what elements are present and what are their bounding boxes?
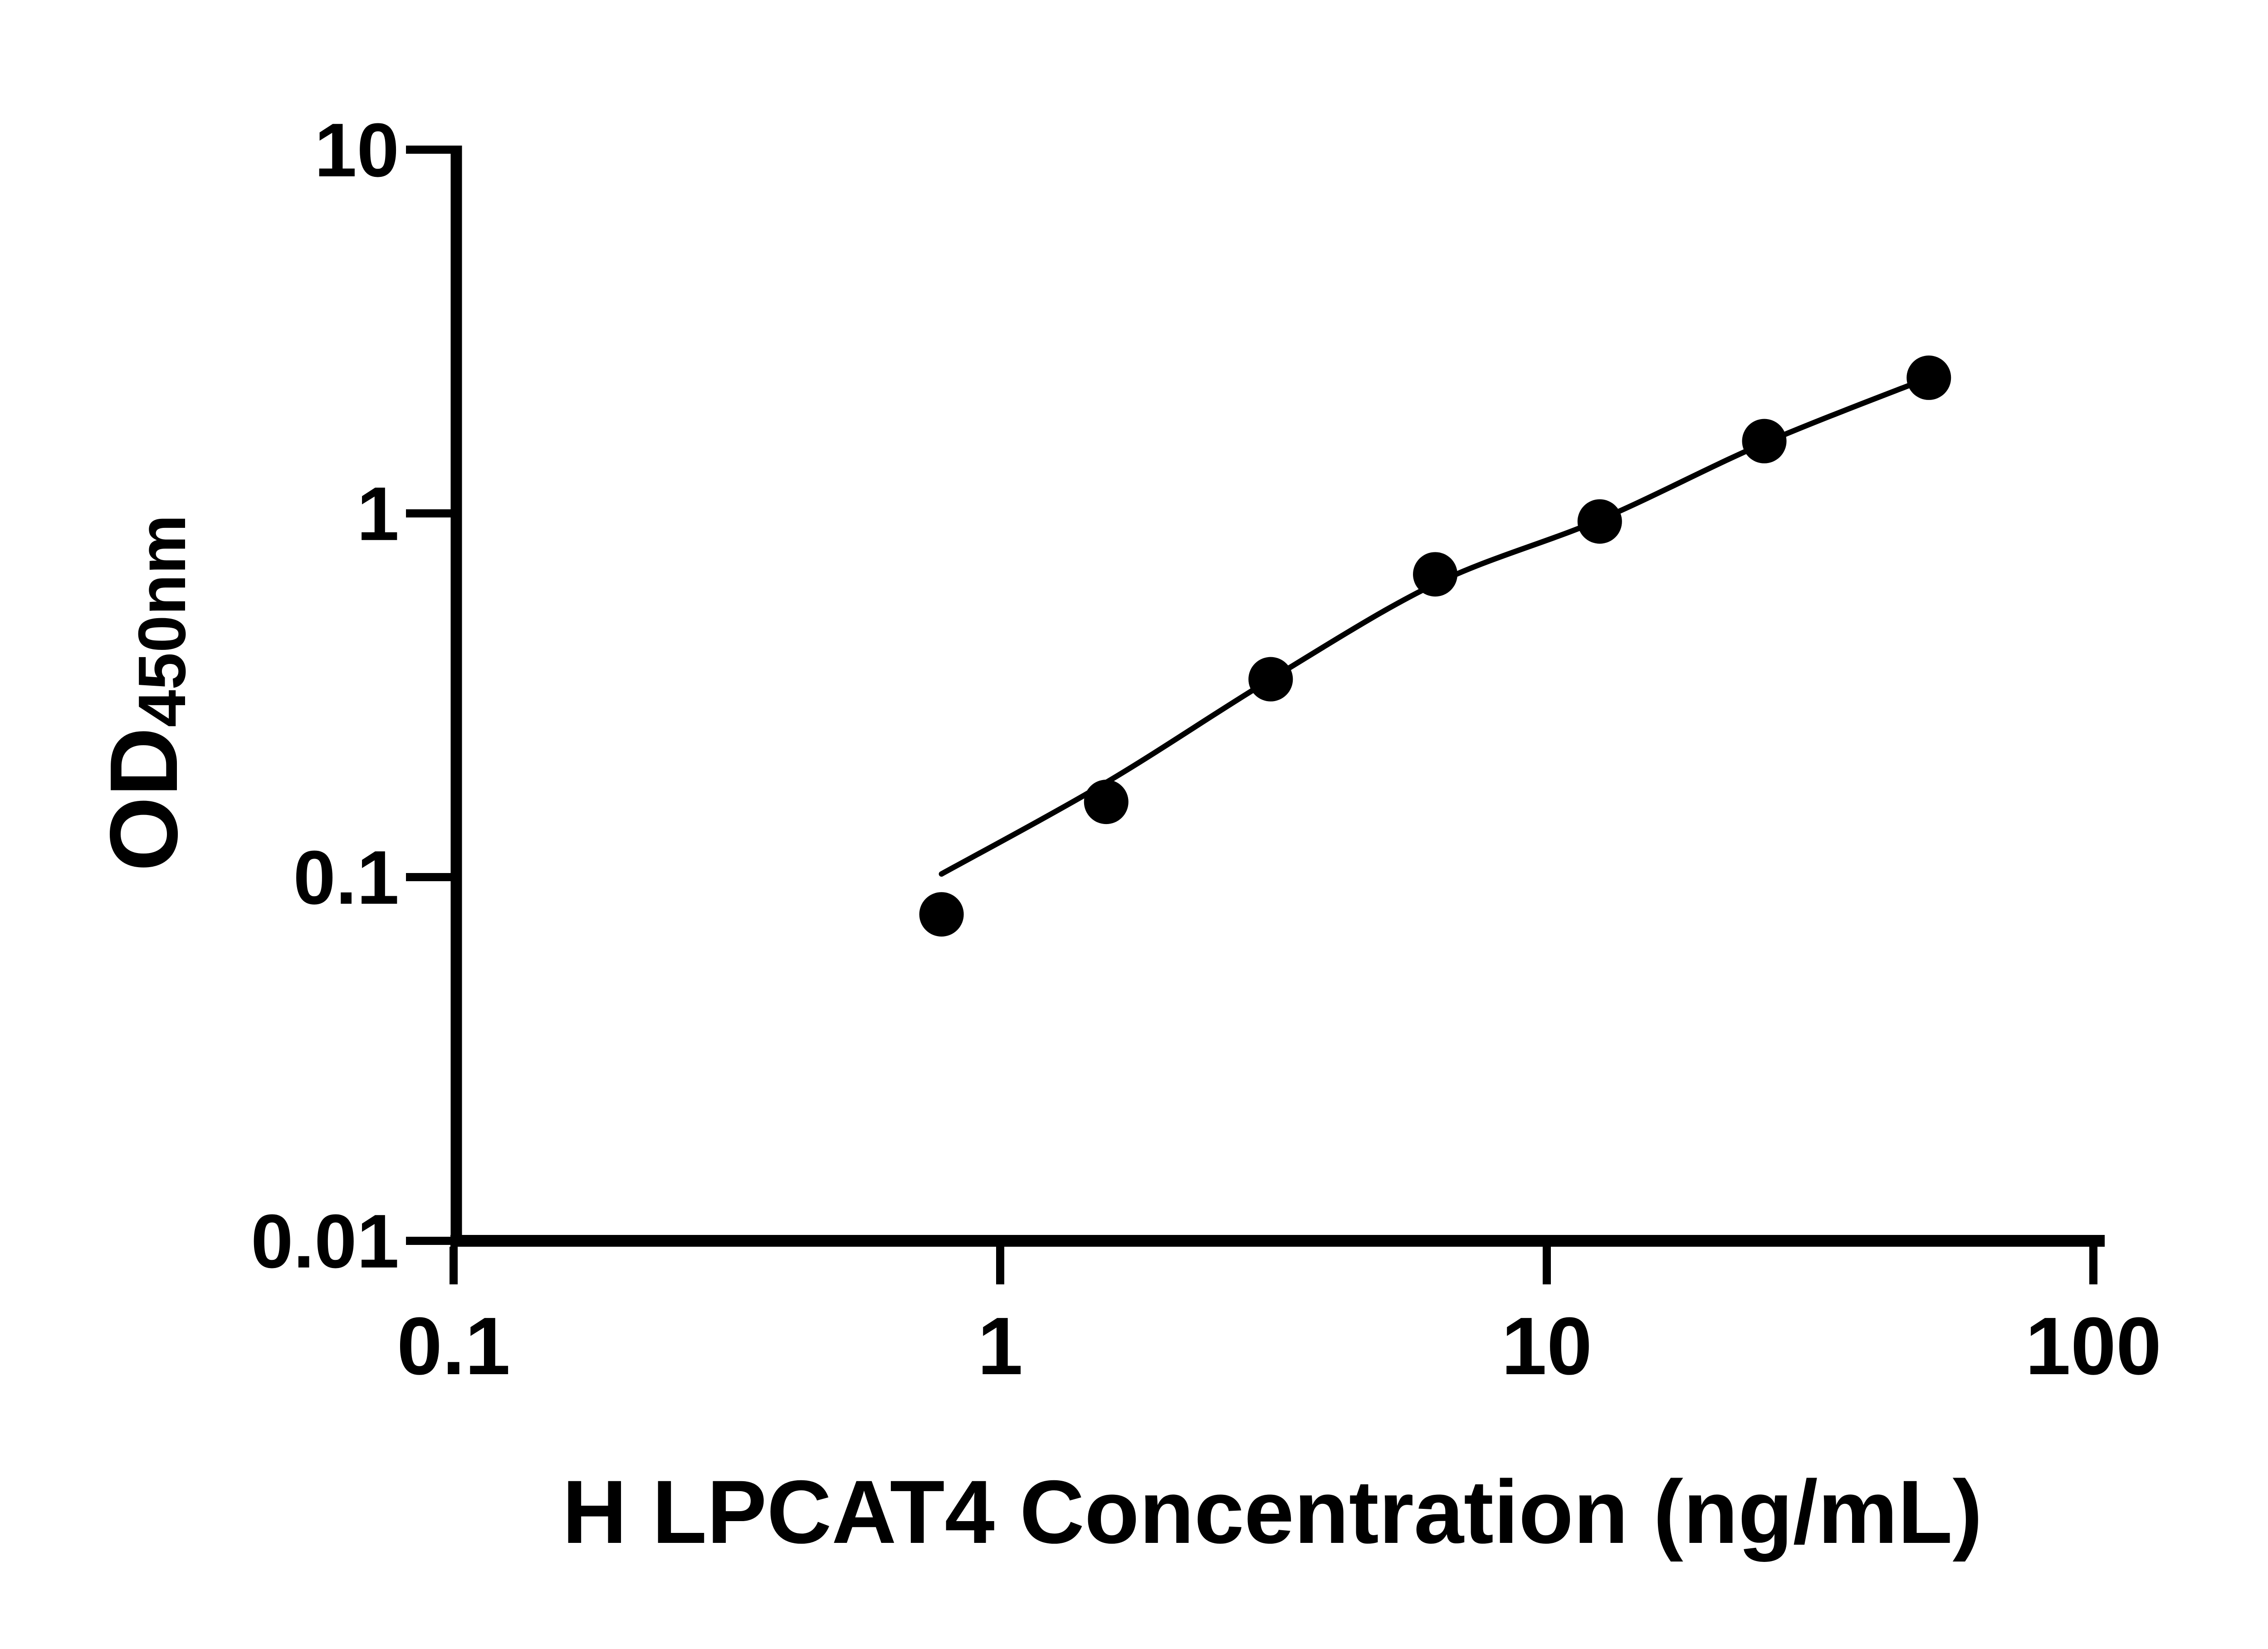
x-tick-label: 0.1 <box>397 1301 510 1392</box>
x-axis-title: H LPCAT4 Concentration (ng/mL) <box>562 1462 1982 1562</box>
y-axis-title: OD450nm <box>90 515 200 872</box>
y-axis-title-sub: 450nm <box>125 515 200 727</box>
data-point <box>919 892 964 937</box>
x-tick-label: 1 <box>978 1301 1023 1392</box>
y-tick-label: 1 <box>357 471 399 556</box>
data-point <box>1742 419 1787 463</box>
data-point <box>1084 780 1129 824</box>
data-point <box>1577 499 1622 544</box>
y-tick-label: 0.01 <box>251 1199 399 1284</box>
y-tick-label: 0.1 <box>293 835 399 920</box>
x-tick-label: 100 <box>2025 1301 2161 1392</box>
data-point <box>1906 355 1951 400</box>
y-tick-label: 10 <box>314 107 399 193</box>
data-point <box>1248 657 1293 702</box>
axes-group: 10 1 0.1 0.01 0.1 1 10 100 <box>251 107 2161 1392</box>
plot-marks-group <box>919 355 1951 937</box>
x-tick-label: 10 <box>1501 1301 1592 1392</box>
y-axis-title-main: OD <box>90 727 197 871</box>
data-point <box>1413 552 1458 597</box>
